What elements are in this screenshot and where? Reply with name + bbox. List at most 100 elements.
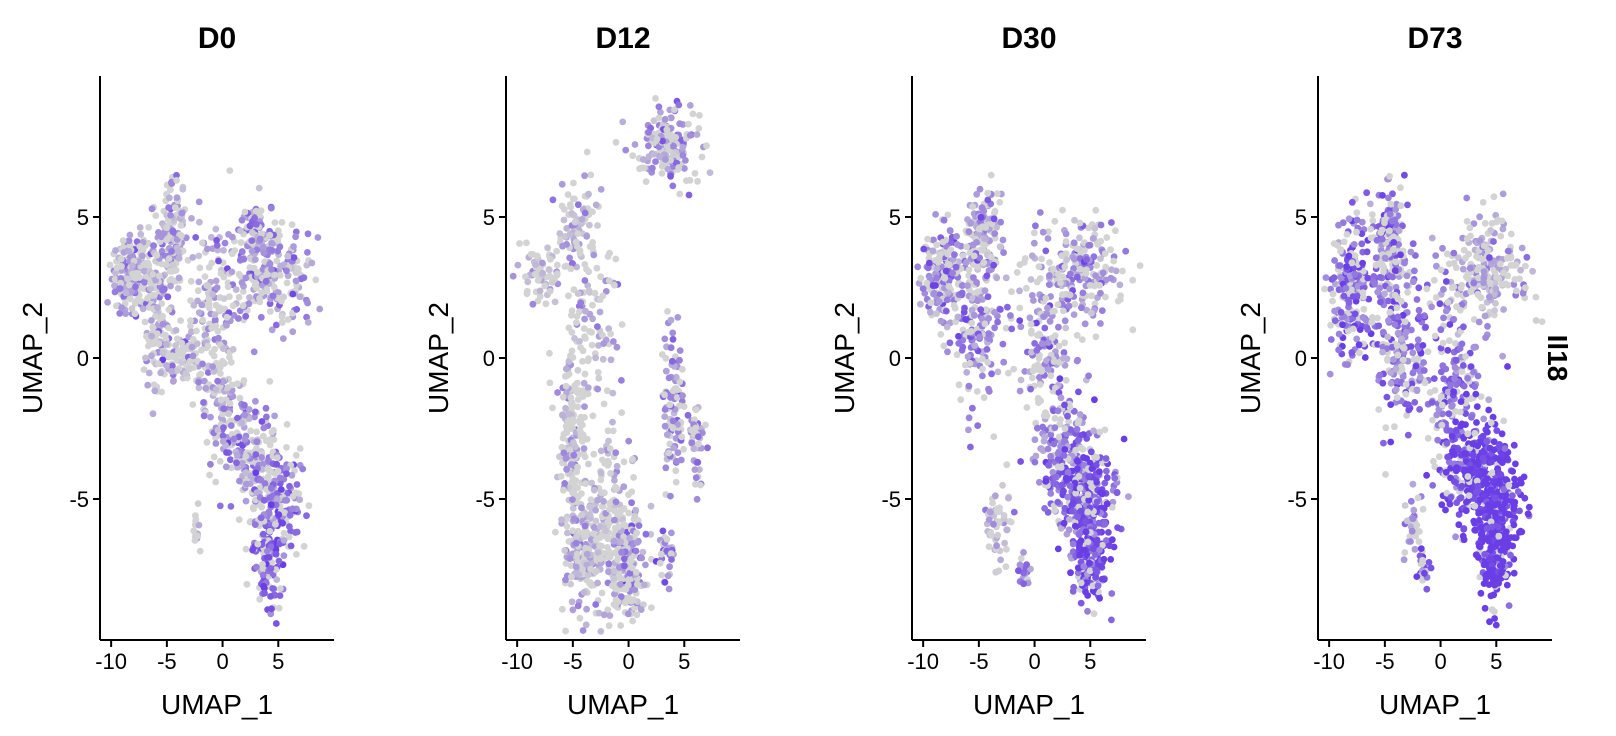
umap-point	[620, 483, 628, 491]
umap-point	[272, 520, 279, 528]
umap-point	[584, 390, 592, 398]
umap-point	[661, 116, 669, 123]
umap-point	[590, 450, 598, 458]
umap-point	[1029, 367, 1037, 375]
umap-point	[257, 514, 265, 522]
umap-point	[128, 305, 136, 312]
umap-point	[200, 399, 207, 406]
umap-point	[568, 210, 576, 217]
umap-point	[951, 251, 958, 258]
umap-point	[1360, 293, 1367, 301]
umap-point	[573, 532, 581, 540]
umap-point	[228, 381, 236, 389]
umap-point	[232, 286, 240, 293]
umap-point	[1000, 358, 1008, 366]
umap-point	[527, 250, 535, 258]
umap-point	[269, 292, 277, 300]
umap-point	[1061, 446, 1069, 453]
umap-point	[289, 328, 297, 336]
umap-point	[574, 290, 582, 297]
umap-point	[576, 308, 583, 316]
umap-point	[268, 246, 276, 254]
umap-point	[1077, 507, 1085, 515]
umap-point	[252, 207, 260, 215]
umap-point	[979, 365, 986, 373]
umap-point	[243, 480, 250, 488]
umap-point	[129, 270, 137, 278]
umap-point	[1356, 349, 1363, 357]
umap-point	[962, 259, 970, 266]
umap-point	[212, 440, 220, 447]
umap-point	[241, 401, 248, 409]
umap-point	[1087, 448, 1095, 456]
umap-point	[252, 451, 260, 458]
umap-point	[1032, 222, 1039, 230]
umap-point	[1343, 231, 1351, 238]
umap-point	[174, 248, 182, 256]
umap-point	[172, 327, 180, 334]
umap-point	[1392, 365, 1400, 373]
umap-point	[963, 369, 971, 376]
umap-point	[1013, 269, 1021, 276]
umap-point	[1003, 526, 1011, 534]
umap-point	[665, 585, 673, 593]
umap-point	[581, 522, 589, 530]
umap-point	[1042, 409, 1049, 416]
umap-point	[1360, 305, 1368, 313]
umap-point	[1415, 306, 1423, 314]
umap-point	[1036, 209, 1044, 216]
umap-point	[276, 271, 284, 279]
umap-point	[260, 249, 268, 257]
umap-point	[594, 222, 601, 229]
umap-point	[287, 542, 295, 550]
umap-point	[554, 389, 561, 396]
umap-point	[212, 386, 220, 393]
x-axis-label: UMAP_1	[161, 689, 273, 720]
umap-point	[153, 330, 161, 338]
umap-point	[1044, 235, 1052, 242]
umap-point	[1369, 211, 1376, 218]
umap-point	[188, 215, 195, 222]
umap-points	[914, 171, 1144, 624]
umap-point	[985, 330, 992, 337]
umap-points	[509, 95, 714, 635]
umap-point	[576, 426, 584, 433]
umap-point	[1054, 407, 1062, 415]
umap-point	[303, 313, 310, 321]
umap-point	[139, 305, 147, 313]
umap-point	[1045, 281, 1053, 288]
umap-point	[252, 397, 259, 405]
umap-point	[111, 275, 119, 283]
umap-point	[597, 555, 604, 563]
umap-point	[1031, 458, 1039, 466]
umap-point	[1380, 439, 1387, 447]
umap-point	[165, 255, 173, 262]
umap-point	[1020, 549, 1027, 556]
umap-point	[562, 576, 569, 584]
umap-point	[1372, 261, 1380, 269]
umap-point	[1070, 583, 1078, 591]
umap-point	[980, 259, 988, 267]
umap-point	[570, 515, 578, 523]
umap-point	[1086, 559, 1093, 567]
umap-point	[685, 120, 692, 128]
umap-point	[1106, 542, 1113, 550]
umap-point	[258, 418, 266, 425]
umap-point	[238, 216, 246, 224]
umap-point	[141, 318, 149, 326]
umap-point	[245, 415, 253, 422]
umap-point	[275, 511, 283, 519]
umap-point	[1086, 281, 1094, 289]
umap-point	[1041, 324, 1049, 332]
umap-point	[576, 338, 583, 345]
umap-point	[661, 578, 669, 586]
umap-point	[587, 579, 594, 587]
umap-point	[1499, 190, 1507, 198]
umap-point	[987, 253, 995, 261]
umap-point	[980, 242, 988, 250]
umap-point	[587, 171, 595, 179]
umap-point	[580, 588, 588, 596]
umap-point	[124, 275, 131, 283]
umap-point	[122, 310, 130, 317]
umap-point	[1084, 592, 1092, 599]
